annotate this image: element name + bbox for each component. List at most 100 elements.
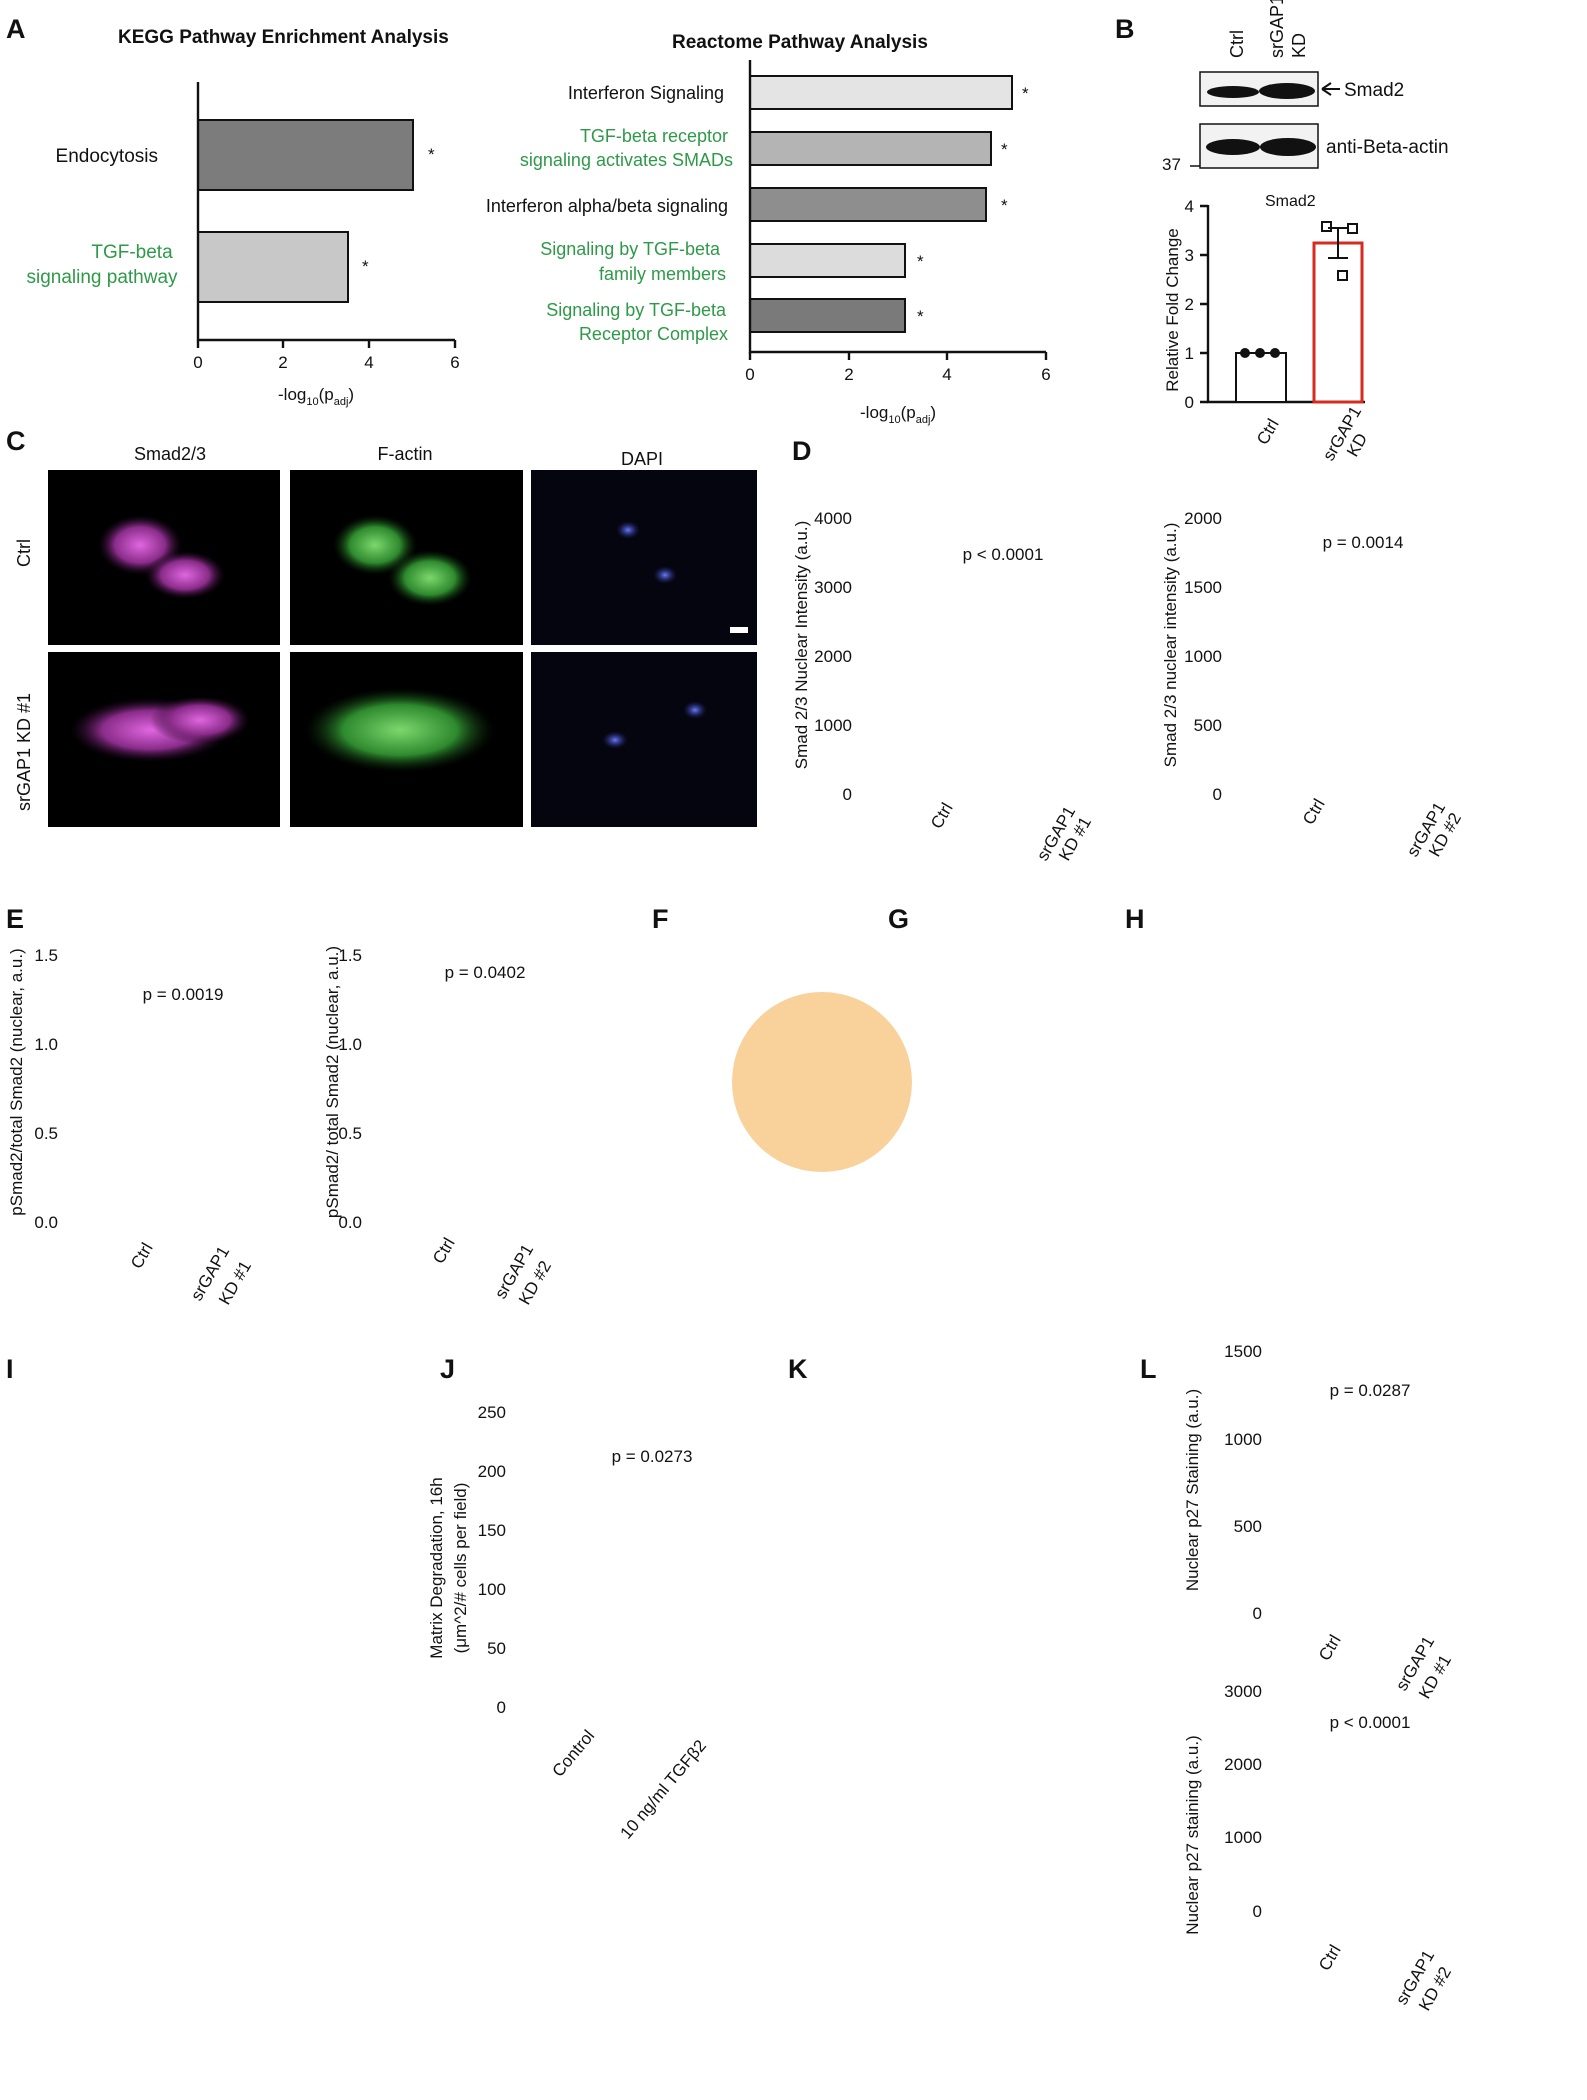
arrow-left-icon	[1321, 82, 1340, 96]
reactome-chart: Reactome Pathway Analysis 0 2 4 6 -log10…	[486, 32, 1051, 426]
kegg-xticks: 0 2 4 6	[193, 340, 460, 372]
microscopy-panel-c: Smad2/3 F-actin DAPI Ctrl srGAP1 KD #1	[14, 444, 757, 827]
c-col-factin: F-actin	[377, 444, 432, 464]
smad2-chart-title: Smad2	[1265, 193, 1316, 210]
e-left-ytick: 0.0	[34, 1213, 58, 1232]
reactome-xtick: 0	[745, 365, 754, 384]
l-bot-ylabel: Nuclear p27 staining (a.u.)	[1183, 1735, 1202, 1934]
image-dapi-ctrl	[531, 470, 757, 645]
e-left-pvalue: p = 0.0019	[143, 985, 224, 1004]
smad2-point	[1270, 348, 1280, 358]
d-left-pvalue: p < 0.0001	[963, 545, 1044, 564]
reactome-star: *	[917, 307, 924, 326]
panel-letter-e: E	[6, 904, 24, 934]
nucleus-blob	[616, 521, 640, 539]
d-left-ytick: 1000	[814, 716, 852, 735]
reactome-xlabel: -log10(padj)	[860, 403, 936, 426]
blot-lane-kd: srGAP1	[1267, 0, 1287, 58]
l-top-ytick: 500	[1234, 1517, 1262, 1536]
kegg-xtick: 0	[193, 353, 202, 372]
panel-letter-j: J	[440, 1354, 455, 1384]
kegg-title: KEGG Pathway Enrichment Analysis	[118, 27, 449, 48]
d-right-ylabel: Smad 2/3 nuclear intensity (a.u.)	[1161, 523, 1180, 768]
d-left-ytick: 0	[843, 785, 852, 804]
kegg-xtick: 2	[278, 353, 287, 372]
kegg-label-tgf-line1: TGF-beta	[91, 242, 173, 263]
smad2-bar-ctrl	[1235, 352, 1287, 403]
reactome-label: signaling activates SMADs	[520, 150, 733, 170]
e-right-ytick: 0.5	[338, 1124, 362, 1143]
blot-label-smad2: Smad2	[1344, 80, 1404, 101]
blot-band	[1260, 138, 1316, 156]
c-col-dapi: DAPI	[621, 449, 663, 469]
smad2-ytick: 0	[1185, 393, 1194, 412]
l-bot-xtick: Ctrl	[1315, 1942, 1345, 1974]
l-top-pvalue: p = 0.0287	[1330, 1381, 1411, 1400]
panel-letter-f: F	[652, 904, 669, 934]
reactome-bar	[749, 187, 987, 222]
reactome-label: Signaling by TGF-beta	[540, 239, 721, 259]
reactome-xtick: 4	[942, 365, 951, 384]
l-bot-ytick: 3000	[1224, 1682, 1262, 1701]
kegg-label-endocytosis: Endocytosis	[56, 146, 158, 167]
reactome-title: Reactome Pathway Analysis	[672, 32, 928, 53]
kegg-star: *	[428, 145, 435, 164]
reactome-star: *	[1001, 196, 1008, 215]
smad2-point	[1337, 270, 1348, 281]
western-blot: Ctrl srGAP1 KD Smad2 anti-Beta-actin 37	[1162, 0, 1449, 174]
blot-lane-ctrl: Ctrl	[1227, 30, 1247, 58]
kegg-bar-tgfbeta	[197, 231, 349, 303]
venn-set-ctrl	[732, 992, 912, 1172]
reactome-star: *	[1022, 84, 1029, 103]
smad2-point	[1321, 221, 1332, 232]
panel-letter-g: G	[888, 904, 909, 934]
blot-lane-kd: KD	[1289, 33, 1309, 58]
scale-bar	[730, 627, 748, 633]
reactome-label: TGF-beta receptor	[580, 126, 728, 146]
panel-letter-l: L	[1140, 1354, 1157, 1384]
c-row-kd: srGAP1 KD #1	[14, 693, 34, 811]
c-row-ctrl: Ctrl	[14, 539, 34, 567]
c-col-smad: Smad2/3	[134, 444, 206, 464]
e-right-ytick: 1.5	[338, 946, 362, 965]
reactome-label: Signaling by TGF-beta	[546, 300, 727, 320]
l-top-xtick: Ctrl	[1315, 1632, 1345, 1664]
smad2-xtick-ctrl: Ctrl	[1253, 416, 1283, 448]
j-ytick: 50	[487, 1639, 506, 1658]
panel-letter-a: A	[6, 14, 26, 44]
d-right-ytick: 1000	[1184, 647, 1222, 666]
d-right-pvalue: p = 0.0014	[1323, 533, 1404, 552]
reactome-xtick: 6	[1041, 365, 1050, 384]
cell-blob	[145, 551, 225, 599]
e-left-ylabel: pSmad2/total Smad2 (nuclear, a.u.)	[7, 948, 26, 1215]
d-right-xtick: Ctrl	[1299, 796, 1329, 828]
reactome-star: *	[917, 252, 924, 271]
reactome-bar	[749, 243, 906, 278]
smad2-ytick: 2	[1185, 295, 1194, 314]
e-right-pvalue: p = 0.0402	[445, 963, 526, 982]
reactome-label: Interferon alpha/beta signaling	[486, 196, 728, 216]
venn-diagram	[732, 992, 912, 1172]
e-right-ytick: 0.0	[338, 1213, 362, 1232]
smad2-point	[1240, 348, 1250, 358]
d-left-ytick: 2000	[814, 647, 852, 666]
d-left-xtick: Ctrl	[927, 800, 957, 832]
j-xtick: 10 ng/ml TGFβ2	[617, 1736, 711, 1842]
smad2-ytick: 1	[1185, 344, 1194, 363]
d-right-ytick: 500	[1194, 716, 1222, 735]
l-top-ylabel: Nuclear p27 Staining (a.u.)	[1183, 1389, 1202, 1591]
l-top-ytick: 1500	[1224, 1342, 1262, 1361]
nucleus-blob	[683, 701, 707, 719]
d-right-ytick: 0	[1213, 785, 1222, 804]
smad2-errorbar	[1328, 227, 1348, 259]
d-left-ytick: 4000	[814, 509, 852, 528]
e-left-ytick: 1.0	[34, 1035, 58, 1054]
kegg-bar-endocytosis	[197, 119, 414, 191]
panel-letter-d: D	[792, 436, 812, 466]
reactome-xtick: 2	[844, 365, 853, 384]
j-ytick: 250	[478, 1403, 506, 1422]
reactome-bar	[749, 131, 992, 166]
j-pvalue: p = 0.0273	[612, 1447, 693, 1466]
j-ytick: 100	[478, 1580, 506, 1599]
